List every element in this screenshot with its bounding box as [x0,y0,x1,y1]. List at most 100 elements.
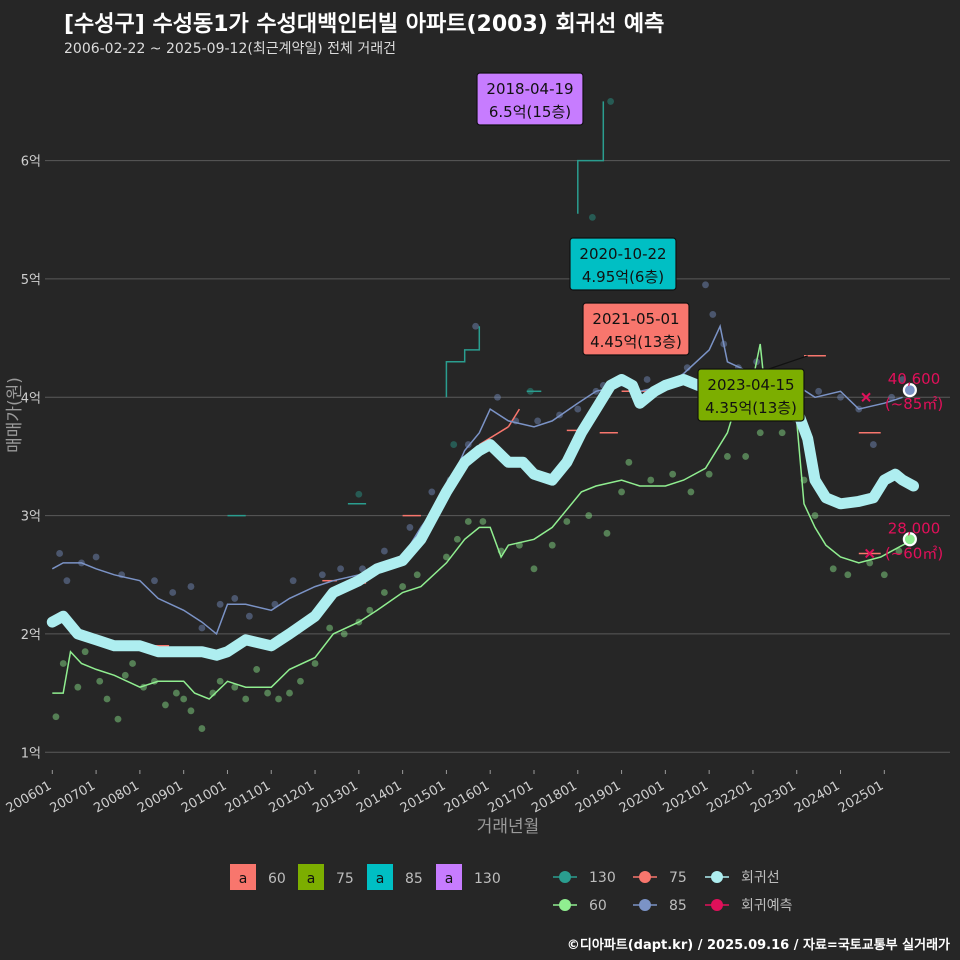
label-box [569,237,677,291]
prediction-area: (~60㎡) [885,544,943,562]
label-date: 2020-10-22 [579,245,666,263]
scatter-point-60 [413,571,421,579]
scatter-point-85 [702,281,709,289]
scatter-point-85 [92,553,100,561]
scatter-point-85 [428,488,436,496]
label-date: 2023-04-15 [707,376,794,394]
series-segment-130 [445,326,481,398]
legend-line-label: 회귀예측 [741,898,793,914]
scatter-point-60 [275,695,282,703]
legend-dot [639,871,651,883]
scatter-point-60 [162,701,169,709]
scatter-point-85 [899,376,906,383]
scatter-point-85 [198,624,206,632]
scatter-point-60 [81,648,89,656]
x-tick-label: 201401 [354,778,404,816]
x-tick-label: 201201 [267,778,317,816]
y-tick-label: 6억 [21,155,41,170]
legend-key-130 [436,864,462,890]
highlight-label-60: 2021-05-01 4.45억(13층) [582,302,690,356]
scatter-point-85 [169,589,177,596]
x-tick-label: 202501 [836,778,886,816]
scatter-point-85 [494,393,501,401]
scatter-point-60 [114,715,122,723]
highlight-label-85: 2020-10-22 4.95억(6층) [569,237,677,291]
x-tick-label: 201801 [529,778,579,816]
label-date: 2018-04-19 [486,80,573,98]
scatter-point-60 [121,671,129,679]
scatter-point-85 [472,322,480,330]
scatter-point-85 [643,376,651,383]
legend-label-75: 75 [336,871,354,887]
scatter-point-60 [585,512,593,519]
scatter-point-60 [103,695,111,703]
scatter-point-60 [286,689,293,697]
scatter-point-60 [231,683,239,691]
forecast-marker [861,392,871,402]
x-tick-label: 201501 [398,778,448,816]
series-segment-130 [577,101,605,214]
legend-key-60 [230,864,256,890]
scatter-point-60 [603,529,611,537]
scatter-point-60 [880,571,888,579]
y-tick-label: 1억 [21,746,41,761]
scatter-point-60 [548,541,556,549]
scatter-point-60 [705,470,713,478]
scatter-point-85 [869,441,877,448]
scatter-point-60 [895,547,903,555]
x-tick-label: 202001 [617,778,667,816]
legend-dot [559,871,571,883]
scatter-point-60 [187,707,195,715]
scatter-point-130 [607,98,615,105]
scatter-point-85 [56,550,63,557]
scatter-point-60 [479,518,487,525]
prediction-value: 40,600 [888,370,941,388]
forecast-marker [865,548,875,559]
scatter-point-60 [647,476,655,484]
scatter-point-60 [563,518,571,525]
legend-label-130: 130 [474,871,501,887]
scatter-point-60 [366,606,374,614]
scatter-point-60 [866,559,874,567]
legend-key-glyph: a [307,871,316,887]
scatter-point-60 [297,677,304,685]
scatter-point-85 [151,577,158,585]
scatter-point-85 [534,417,542,425]
scatter-point-85 [406,524,414,531]
legend-key-75 [298,864,324,890]
label-leader [765,355,808,371]
label-box [697,368,805,422]
scatter-point-60 [253,666,261,673]
scatter-point-60 [264,689,272,697]
scatter-point-85 [216,600,224,608]
prediction-value: 28,000 [888,519,941,537]
scatter-point-60 [74,683,82,691]
scatter-point-85 [289,577,297,585]
x-axis-label: 거래년월 [477,817,540,837]
scatter-point-130 [588,213,596,221]
label-price: 4.45억(13층) [590,333,682,351]
highlight-label-75: 2023-04-15 4.35억(13층) [697,355,808,422]
x-tick-label: 200801 [91,778,141,816]
scatter-point-60 [129,660,136,667]
scatter-point-85 [464,441,472,448]
regression-line [46,374,919,661]
legend-line-label: 75 [669,870,687,886]
y-tick-label: 5억 [21,273,41,288]
scatter-point-85 [359,565,366,573]
scatter-point-60 [464,518,472,525]
scatter-point-85 [318,571,326,579]
scatter-point-60 [453,535,461,543]
label-price: 6.5억(15층) [489,103,571,121]
regression-path [46,374,919,661]
scatter-point-60 [742,453,750,460]
scatter-point-60 [618,488,625,496]
label-price: 4.35억(13층) [705,399,797,417]
scatter-point-60 [172,689,180,697]
scatter-point-60 [52,713,60,721]
x-tick-label: 201601 [442,778,492,816]
highlight-labels: 2021-05-01 4.45억(13층) 2023-04-15 4.35억(13층)… [476,72,808,422]
scatter-point-85 [837,393,844,401]
chart-title: [수성구] 수성동1가 수성대백인터빌 아파트(2003) 회귀선 예측 [64,12,665,37]
scatter-point-60 [778,429,786,437]
